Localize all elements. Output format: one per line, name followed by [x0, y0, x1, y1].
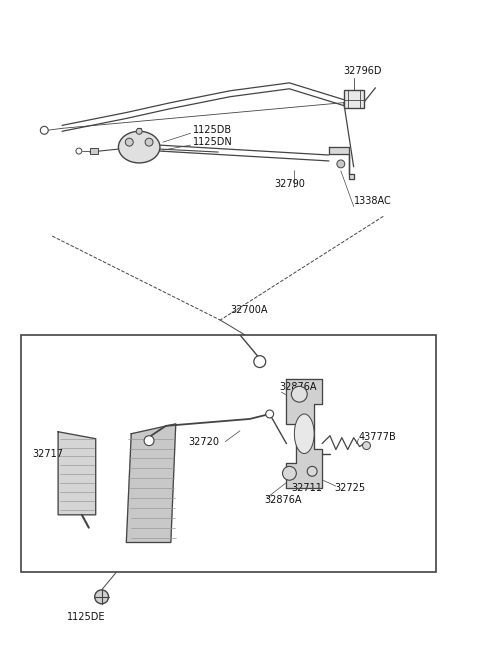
Circle shape	[40, 126, 48, 134]
Polygon shape	[126, 424, 176, 542]
Circle shape	[144, 436, 154, 445]
Circle shape	[291, 386, 307, 402]
Bar	[21, 335, 436, 572]
Text: 32717: 32717	[33, 449, 63, 458]
Text: 32700A: 32700A	[230, 305, 268, 315]
Bar	[90, 148, 97, 154]
Text: 32790: 32790	[275, 179, 305, 189]
Text: 1125DB: 1125DB	[192, 125, 232, 136]
Bar	[344, 90, 363, 107]
Circle shape	[95, 590, 108, 604]
Polygon shape	[58, 432, 96, 515]
Text: 1125DN: 1125DN	[192, 137, 232, 147]
Ellipse shape	[119, 131, 160, 163]
Text: 1125DE: 1125DE	[67, 612, 106, 622]
Circle shape	[76, 148, 82, 154]
Text: 32796D: 32796D	[344, 66, 382, 76]
Text: 32876A: 32876A	[279, 383, 317, 392]
Circle shape	[283, 466, 296, 480]
Ellipse shape	[294, 414, 314, 453]
Circle shape	[125, 138, 133, 146]
Text: 32876A: 32876A	[264, 495, 302, 505]
Circle shape	[254, 356, 266, 367]
Circle shape	[337, 160, 345, 168]
Text: 32720: 32720	[189, 437, 220, 447]
Circle shape	[307, 466, 317, 476]
Text: 1338AC: 1338AC	[354, 196, 391, 206]
Polygon shape	[287, 379, 322, 488]
Text: 32711: 32711	[291, 483, 322, 493]
Text: 43777B: 43777B	[359, 432, 396, 441]
Text: 32725: 32725	[334, 483, 365, 493]
Circle shape	[136, 128, 142, 134]
Circle shape	[362, 441, 371, 449]
Circle shape	[266, 410, 274, 418]
Polygon shape	[329, 147, 354, 179]
Circle shape	[145, 138, 153, 146]
